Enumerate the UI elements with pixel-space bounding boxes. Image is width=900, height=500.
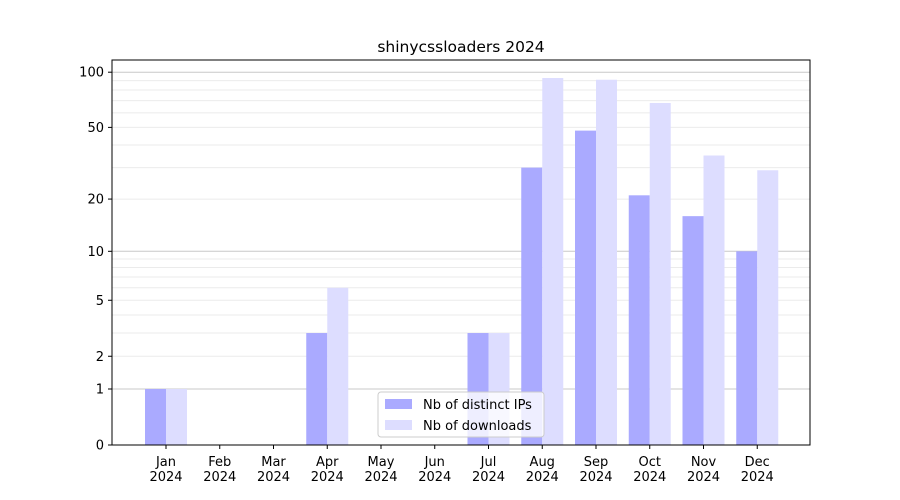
y-tick-label: 20: [87, 193, 104, 208]
bar-ips: [521, 167, 543, 445]
bar-downloads: [542, 77, 564, 445]
x-tick-label: Jun 2024: [418, 455, 451, 485]
legend-label: Nb of distinct IPs: [423, 398, 532, 413]
x-tick-label: Apr 2024: [311, 455, 344, 485]
bar-downloads: [327, 287, 349, 445]
y-tick-label: 100: [79, 66, 104, 81]
x-tick-label: Mar 2024: [257, 455, 290, 485]
x-tick-label: Sep 2024: [579, 455, 612, 485]
x-tick-label: May 2024: [364, 455, 397, 485]
bar-ips: [306, 333, 328, 445]
x-tick-label: Aug 2024: [526, 455, 559, 485]
bar-ips: [736, 251, 758, 445]
chart-title: shinycssloaders 2024: [377, 38, 544, 56]
bar-ips: [575, 130, 596, 445]
bar-downloads: [596, 79, 617, 445]
y-tick-label: 10: [87, 245, 104, 260]
x-tick-label: Feb 2024: [203, 455, 236, 485]
legend: [377, 391, 545, 438]
legend-swatch: [385, 420, 412, 430]
bar-downloads: [166, 389, 187, 445]
bar-ips: [628, 195, 650, 445]
bar-downloads: [649, 102, 671, 446]
x-tick-label: Nov 2024: [687, 455, 720, 485]
x-tick-label: Jul 2024: [472, 455, 505, 485]
bar-downloads: [703, 155, 725, 445]
x-tick-label: Oct 2024: [633, 455, 666, 485]
y-tick-label: 0: [96, 439, 104, 454]
y-tick-label: 5: [96, 294, 104, 309]
y-tick-label: 2: [96, 350, 104, 365]
legend-swatch: [385, 399, 412, 409]
x-tick-label: Dec 2024: [741, 455, 774, 485]
y-tick-label: 50: [87, 121, 104, 136]
bar-ips: [145, 389, 166, 445]
axes-frame: [111, 59, 811, 446]
bar-downloads: [757, 170, 779, 446]
bar-ips: [682, 216, 704, 445]
y-tick-label: 1: [96, 383, 104, 398]
legend-label: Nb of downloads: [423, 419, 532, 434]
x-tick-label: Jan 2024: [149, 455, 182, 485]
